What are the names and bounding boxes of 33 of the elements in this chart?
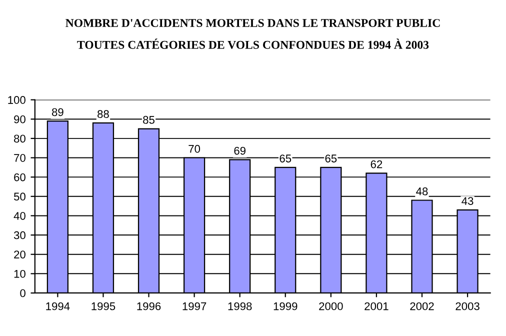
x-tick-label: 2002	[410, 302, 434, 310]
data-label: 48	[416, 187, 428, 196]
y-tick-label: 90	[14, 115, 26, 124]
chart-subtitle: TOUTES CATÉGORIES DE VOLS CONFONDUES DE 1994 À 2003	[77, 38, 429, 49]
data-label: 43	[462, 197, 474, 205]
x-tick-label: 1999	[274, 302, 298, 310]
x-tick-label: 1998	[228, 302, 252, 310]
chart-title: NOMBRE D'ACCIDENTS MORTELS DANS LE TRANSPORT PUBLIC	[66, 19, 440, 27]
y-tick-label: 40	[14, 212, 26, 220]
x-tick-label: 2000	[319, 302, 343, 310]
data-label: 65	[280, 154, 292, 162]
data-label: 70	[188, 144, 200, 153]
data-label: 85	[143, 116, 154, 124]
data-label: 65	[325, 154, 337, 162]
data-label: 89	[52, 108, 64, 116]
y-tick-label: 30	[14, 231, 26, 240]
x-tick-label: 1994	[46, 302, 70, 310]
y-tick-label: 50	[14, 192, 26, 201]
data-label: 88	[98, 110, 109, 118]
y-tick-label: 80	[14, 134, 26, 143]
x-tick-label: 1996	[137, 302, 161, 310]
x-tick-label: 1995	[92, 302, 116, 310]
y-tick-label: 70	[14, 154, 26, 162]
data-label: 62	[370, 160, 382, 168]
y-tick-label: 10	[14, 270, 26, 278]
y-tick-label: 0	[20, 289, 26, 298]
y-tick-label: 20	[14, 250, 26, 258]
y-tick-label: 100	[8, 96, 26, 104]
y-tick-label: 60	[14, 173, 26, 182]
data-label: 69	[234, 146, 246, 155]
x-tick-label: 2003	[456, 302, 480, 310]
x-tick-label: 1997	[182, 302, 206, 310]
x-tick-label: 2001	[364, 302, 388, 310]
